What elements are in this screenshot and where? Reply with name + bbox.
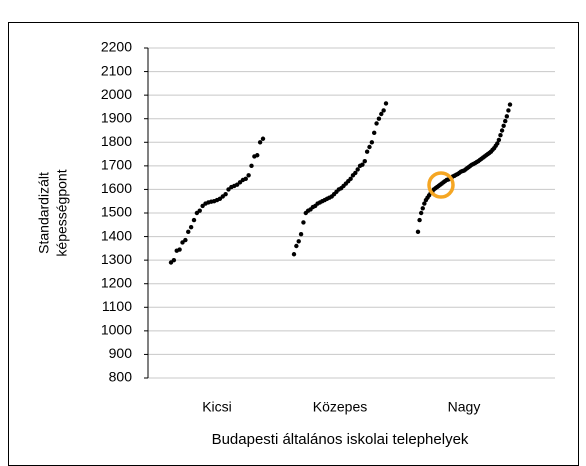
y-tick-label: 2000 [101, 86, 132, 102]
data-point [379, 111, 384, 117]
data-point [496, 137, 502, 143]
x-tick-label: Közepes [313, 399, 367, 415]
data-point [246, 173, 251, 178]
data-point [503, 118, 508, 124]
data-point [415, 229, 421, 235]
data-point [353, 170, 358, 176]
data-point [197, 208, 202, 213]
data-point [260, 136, 266, 141]
y-tick-label: 1300 [101, 251, 132, 267]
data-point [374, 121, 379, 126]
data-point [360, 162, 365, 167]
data-point [372, 130, 377, 136]
data-point [420, 206, 425, 211]
y-tick-label: 1500 [101, 204, 132, 220]
data-point [422, 201, 427, 206]
data-point [223, 191, 228, 197]
data-point [355, 167, 360, 172]
data-point [507, 102, 513, 107]
data-point [495, 141, 500, 146]
x-axis-label: Budapesti általános iskolai telephelyek [212, 431, 469, 448]
y-tick-label: 900 [109, 345, 133, 361]
data-point [249, 163, 254, 169]
y-tick-label: 1200 [101, 274, 132, 290]
data-point [504, 114, 510, 119]
data-point [291, 252, 297, 257]
y-axis-label: Standardizált [36, 172, 52, 254]
y-tick-label: 1600 [101, 180, 132, 196]
data-point [376, 116, 382, 121]
data-point [296, 239, 301, 244]
y-tick-label: 1100 [102, 298, 132, 314]
data-point [418, 210, 424, 216]
y-tick-label: 1700 [101, 157, 132, 173]
data-point [255, 153, 260, 158]
y-tick-label: 1400 [101, 227, 132, 243]
y-tick-label: 1800 [101, 133, 132, 149]
y-tick-label: 800 [109, 369, 133, 385]
data-point [257, 140, 263, 145]
data-point [294, 243, 299, 249]
data-point [348, 176, 353, 182]
data-point [301, 220, 306, 225]
data-point [499, 128, 505, 133]
y-tick-label: 2100 [101, 62, 132, 78]
y-axis-label: képességpont [54, 169, 70, 256]
data-point [506, 108, 511, 113]
data-point [367, 144, 372, 150]
data-point [501, 123, 506, 128]
data-point [498, 133, 503, 138]
data-point [177, 247, 182, 252]
data-point [191, 217, 197, 223]
data-point [188, 224, 194, 230]
data-point [383, 101, 389, 106]
data-point [186, 229, 191, 235]
x-tick-label: Nagy [448, 399, 481, 415]
y-tick-label: 1900 [101, 109, 132, 125]
x-tick-label: Kicsi [202, 399, 232, 415]
data-point [183, 237, 188, 243]
data-point [369, 140, 375, 145]
data-point [417, 217, 422, 223]
y-tick-label: 1000 [101, 322, 132, 338]
data-point [381, 108, 386, 113]
data-point [171, 257, 177, 263]
chart-frame [8, 22, 579, 466]
data-point [298, 232, 304, 237]
data-point [364, 149, 370, 154]
data-point [362, 158, 367, 164]
y-tick-label: 2200 [101, 39, 132, 55]
highlight-circle [427, 171, 455, 199]
data-point [243, 176, 248, 182]
